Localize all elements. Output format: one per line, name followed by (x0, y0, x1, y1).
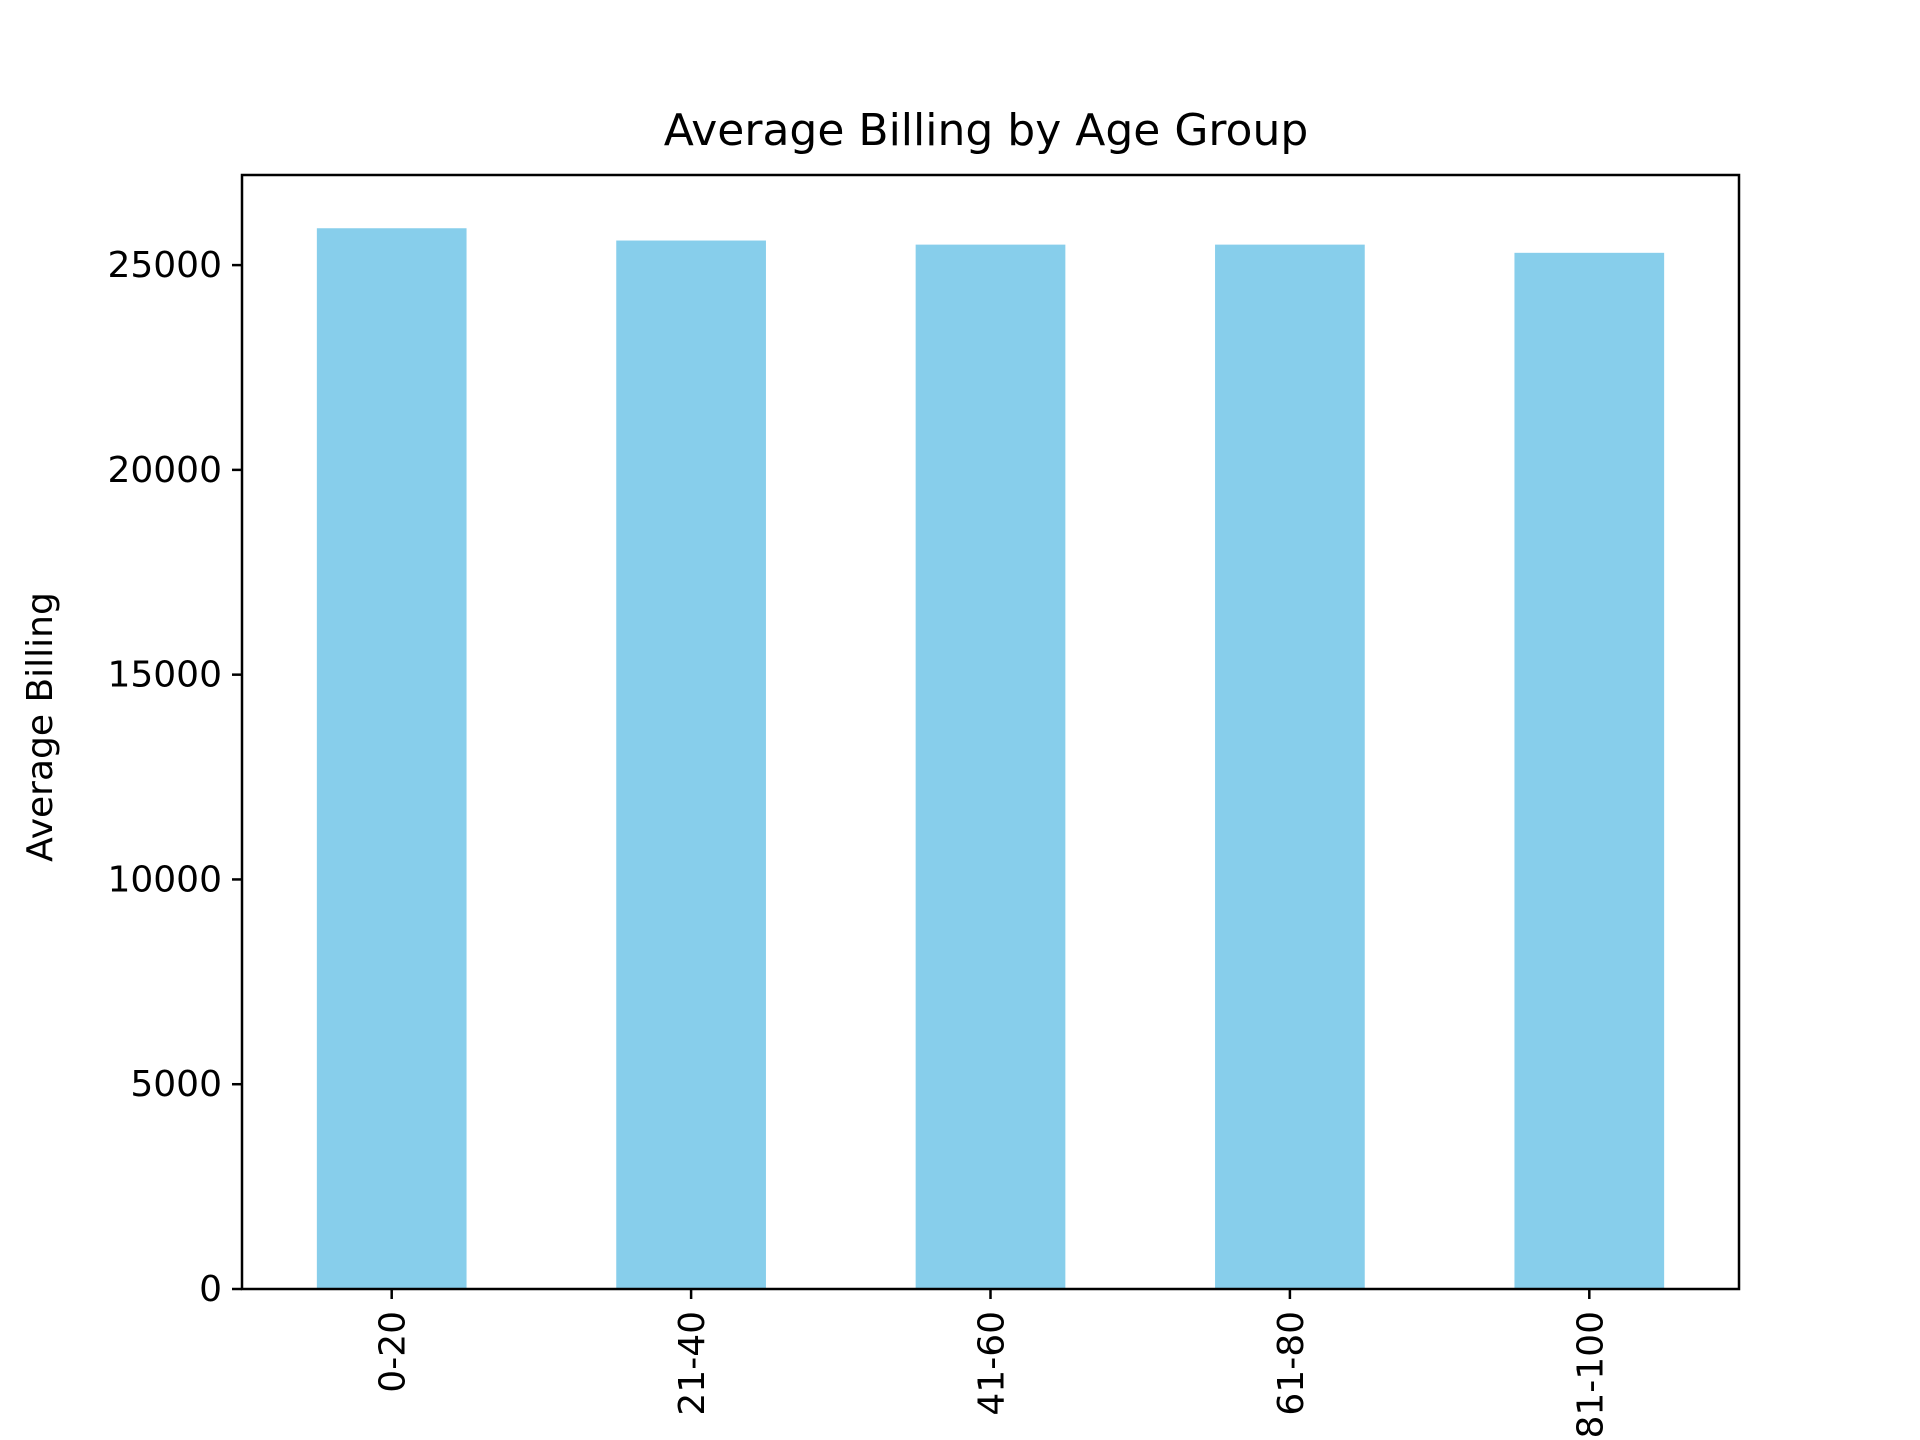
bar-21-40 (616, 240, 766, 1289)
bars-group (316, 228, 1665, 1290)
y-tick-label: 15000 (107, 655, 222, 696)
y-ticks-group: 0 5000 10000 15000 20000 25000 (107, 245, 242, 1310)
bar-41-60 (915, 244, 1066, 1289)
y-tick-label: 0 (199, 1269, 222, 1310)
x-tick-label: 21-40 (672, 1311, 713, 1416)
x-ticks-group: 0-20 21-40 41-60 61-80 81-100 (373, 1289, 1611, 1439)
y-tick-label: 25000 (107, 245, 222, 286)
plot-frame (240, 173, 1741, 1291)
y-tick-label: 10000 (107, 859, 222, 900)
x-tick-label: 81-100 (1570, 1311, 1611, 1439)
bar-0-20 (316, 228, 467, 1289)
x-tick-label: 0-20 (373, 1311, 414, 1393)
x-tick-label: 41-60 (972, 1311, 1013, 1416)
y-axis-label: Average Billing (20, 592, 61, 862)
x-tick-label: 61-80 (1271, 1311, 1312, 1416)
chart-title: Average Billing by Age Group (664, 105, 1309, 156)
bar-61-80 (1215, 244, 1365, 1289)
y-tick-label: 5000 (130, 1064, 222, 1105)
bar-81-100 (1514, 252, 1665, 1290)
y-tick-label: 20000 (107, 450, 222, 491)
